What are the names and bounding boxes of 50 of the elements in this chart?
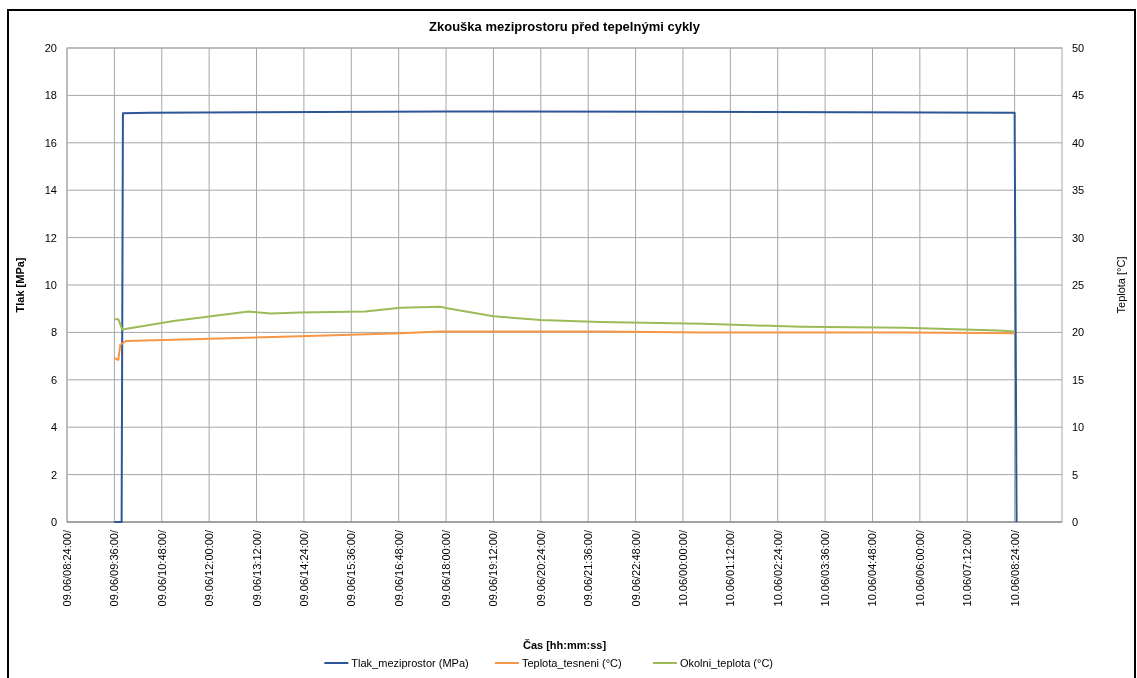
x-tick-label: 09.06/16:48:00/: [392, 529, 405, 607]
y2-tick-label: 40: [1072, 136, 1085, 149]
x-tick-label: 09.06/08:24:00/: [61, 529, 73, 607]
x-tick-label: 09.06/20:24:00/: [534, 529, 547, 607]
x-tick-label: 09.06/12:00:00/: [203, 529, 216, 607]
x-tick-label: 09.06/10:48:00/: [155, 529, 168, 607]
y2-tick-label: 45: [1072, 89, 1085, 102]
x-tick-label: 10.06/02:24:00/: [771, 529, 784, 607]
x-tick-label: 10.06/00:00:00/: [676, 529, 689, 607]
y-tick-label: 2: [50, 468, 57, 481]
y2-tick-label: 20: [1072, 326, 1085, 339]
x-tick-label: 09.06/15:36:00/: [345, 529, 358, 607]
y-axis-title: Tlak [MPa]: [14, 257, 26, 313]
y-tick-label: 6: [50, 373, 57, 386]
chart-title: Zkouška meziprostoru před tepelnými cykly: [429, 19, 701, 34]
y2-tick-label: 15: [1072, 373, 1085, 386]
x-tick-label: 09.06/09:36:00/: [108, 529, 121, 607]
y-tick-label: 8: [50, 326, 57, 339]
x-tick-label: 10.06/03:36:00/: [819, 529, 832, 607]
x-tick-label: 10.06/07:12:00/: [961, 529, 974, 607]
y2-tick-label: 35: [1072, 184, 1085, 197]
x-tick-label: 09.06/18:00:00/: [440, 529, 453, 607]
x-tick-label: 09.06/13:12:00/: [250, 529, 263, 607]
y-tick-label: 12: [44, 231, 57, 244]
y2-tick-label: 10: [1072, 421, 1085, 434]
x-tick-label: 10.06/01:12:00/: [724, 529, 737, 607]
x-tick-label: 09.06/14:24:00/: [297, 529, 310, 607]
x-tick-label: 10.06/04:48:00/: [866, 529, 879, 607]
legend-label: Okolni_teplota (°C): [679, 657, 774, 669]
x-tick-label: 10.06/06:00:00/: [913, 529, 926, 607]
x-tick-label: 09.06/21:36:00/: [582, 529, 595, 607]
legend-label: Teplota_tesneni (°C): [521, 657, 622, 669]
x-tick-label: 09.06/19:12:00/: [487, 529, 500, 607]
legend-label: Tlak_meziprostor (MPa): [351, 657, 469, 669]
y2-tick-label: 50: [1072, 42, 1085, 54]
y-tick-label: 20: [44, 42, 57, 54]
y-tick-label: 16: [44, 136, 57, 149]
y2-axis-title: Teplota [°C]: [1115, 256, 1127, 314]
x-axis-title: Čas [hh:mm:ss]: [522, 639, 607, 651]
x-tick-label: 09.06/22:48:00/: [629, 529, 642, 607]
y-tick-label: 18: [44, 89, 57, 102]
y2-tick-label: 25: [1072, 279, 1085, 291]
y2-tick-label: 0: [1072, 516, 1079, 528]
x-tick-label: 10.06/08:24:00/: [1008, 529, 1021, 607]
y-tick-label: 0: [50, 516, 57, 528]
y-tick-label: 4: [50, 421, 57, 434]
y2-tick-label: 30: [1072, 231, 1085, 244]
y-tick-label: 10: [44, 279, 57, 291]
y2-tick-label: 5: [1072, 468, 1079, 481]
y-tick-label: 14: [44, 184, 57, 197]
